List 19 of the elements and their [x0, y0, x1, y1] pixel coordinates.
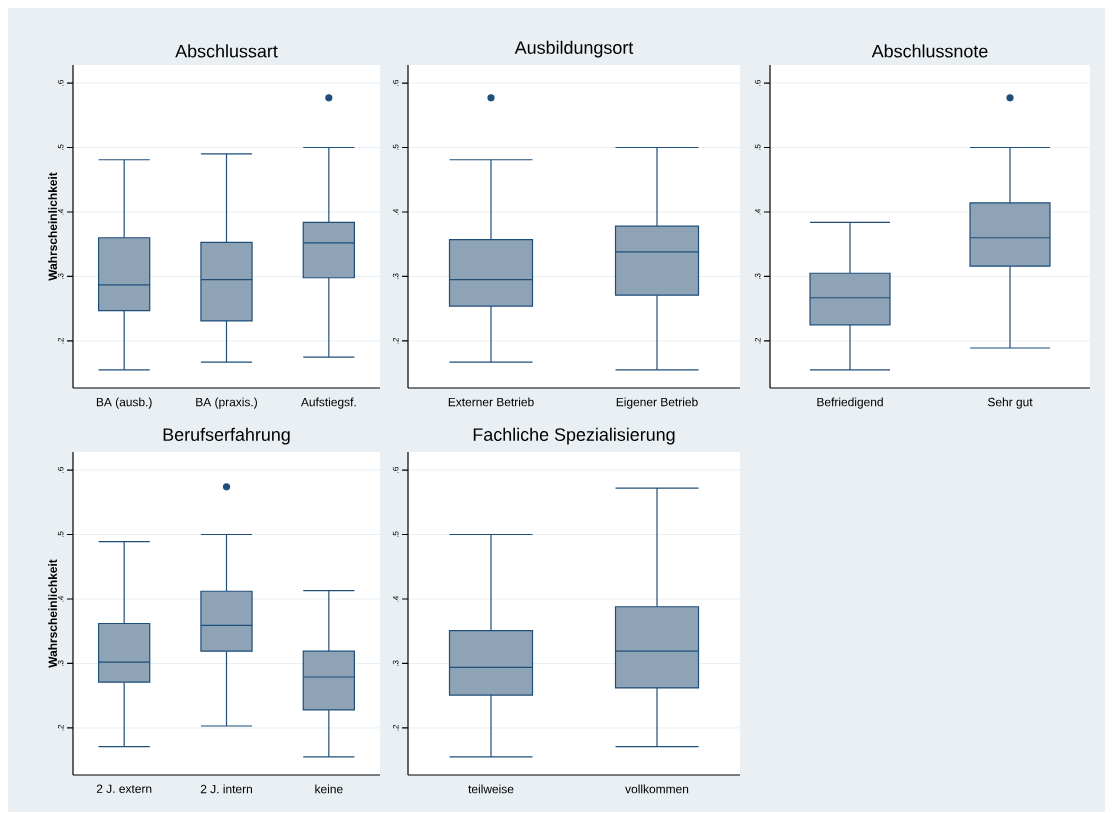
x-tick-label: BA (ausb.) [96, 397, 152, 409]
x-tick-label: Aufstiegsf. [300, 397, 356, 409]
x-tick-label: BA (praxis.) [196, 397, 257, 409]
x-tick-label: vollkommen [625, 784, 689, 794]
x-tick-label: 2 J. intern [200, 784, 252, 794]
x-tick-label: 2 J. extern [96, 784, 152, 793]
y-axis-title: Wahrscheinlichkeit [48, 559, 57, 668]
chart-title: Berufserfahrung [163, 427, 290, 445]
chart-title: Ausbildungsort [514, 40, 634, 58]
x-tick-label: Befriedigend [817, 397, 883, 409]
x-tick-label: keine [315, 784, 343, 794]
x-tick-label: Eigener Betrieb [616, 397, 698, 409]
chart-title: Fachliche Spezialisierung [473, 427, 675, 445]
x-tick-label: teilweise [468, 784, 514, 794]
y-axis-title: Wahrscheinlichkeit [48, 172, 57, 281]
chart-title: Abschlussnote [871, 44, 988, 58]
x-tick-label: Sehr gut [987, 397, 1033, 409]
chart-title: Abschlussart [175, 44, 278, 58]
x-tick-label: Externer Betrieb [448, 397, 534, 407]
